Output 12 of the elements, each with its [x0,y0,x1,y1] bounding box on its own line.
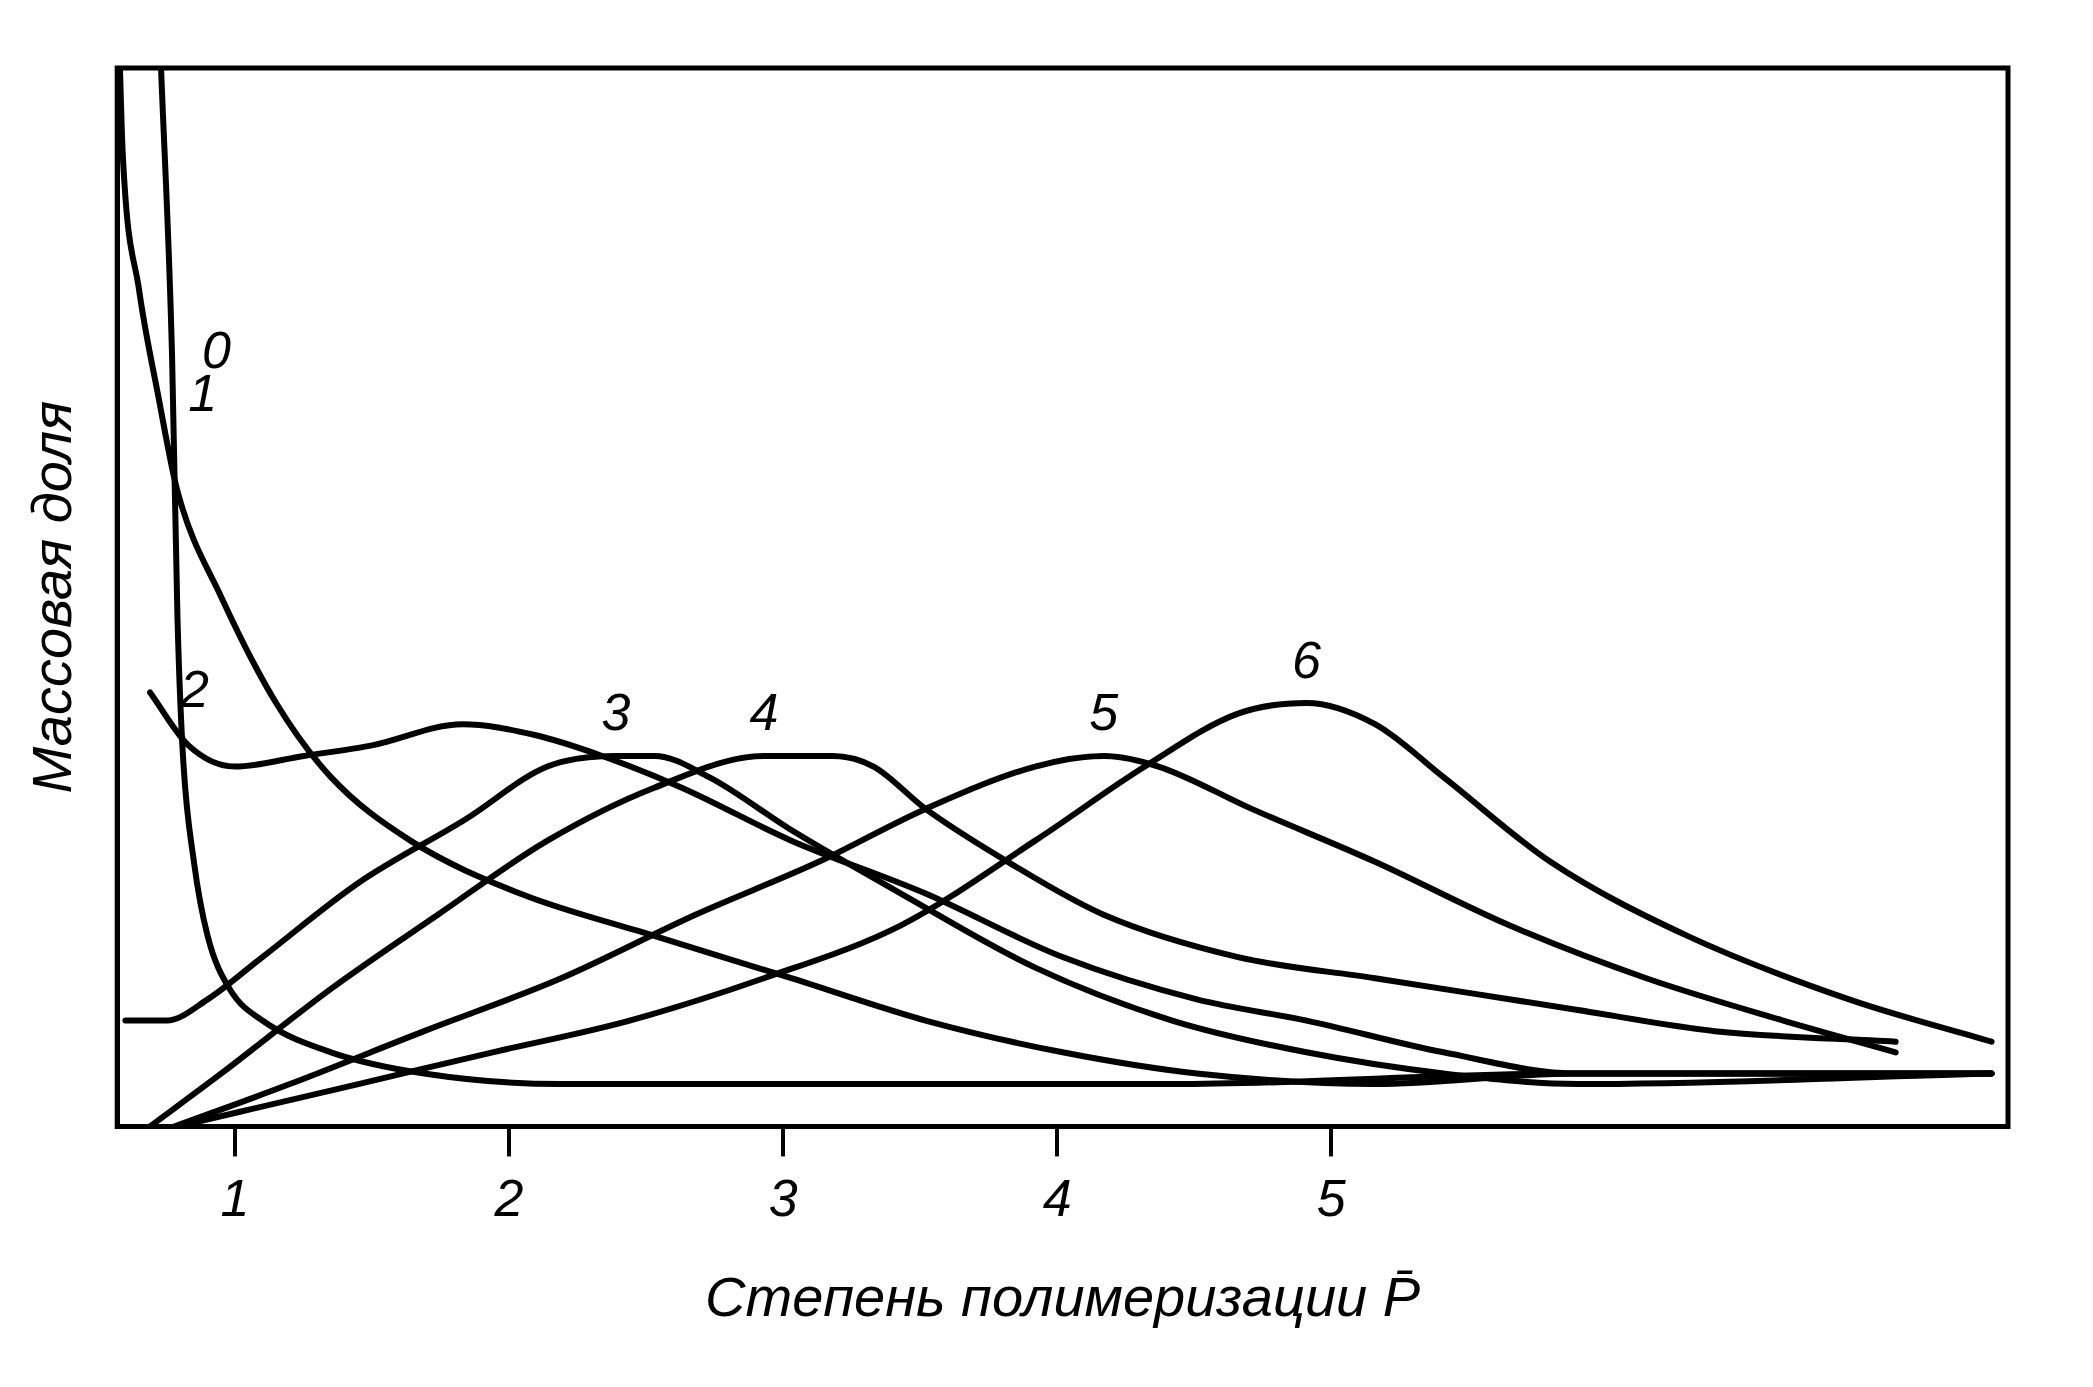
x-tick-label: 2 [493,1169,524,1228]
x-axis-title: Степень полимеризации P̄ [705,1264,1421,1328]
series-label: 6 [1292,630,1322,689]
series-label: 4 [749,683,779,742]
y-axis-title: Массовая доля [20,400,84,794]
x-tick-label: 1 [220,1169,250,1228]
series-label: 3 [601,683,631,742]
series-label: 2 [179,659,210,718]
x-tick-label: 5 [1316,1169,1347,1228]
series-label: 5 [1089,683,1120,742]
x-tick-label: 3 [768,1169,798,1228]
x-tick-label: 4 [1042,1169,1072,1228]
